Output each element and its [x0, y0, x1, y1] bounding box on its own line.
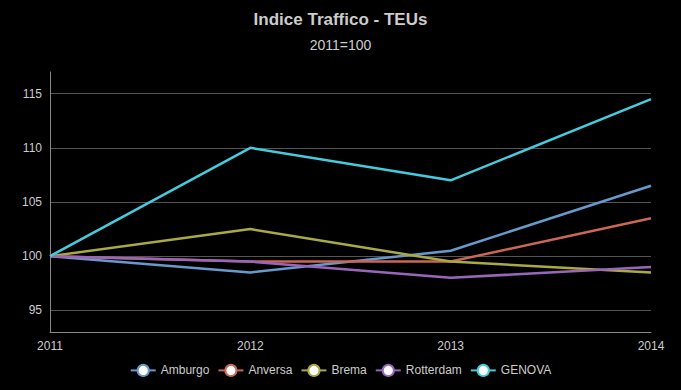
svg-text:Amburgo: Amburgo	[161, 363, 210, 377]
svg-text:100: 100	[22, 249, 42, 263]
svg-text:Brema: Brema	[331, 363, 367, 377]
svg-text:GENOVA: GENOVA	[501, 363, 551, 377]
svg-text:95: 95	[29, 303, 43, 317]
svg-text:2012: 2012	[237, 339, 264, 353]
svg-text:115: 115	[23, 87, 42, 101]
svg-text:2014: 2014	[638, 339, 665, 353]
svg-text:110: 110	[23, 141, 42, 155]
svg-text:Rotterdam: Rotterdam	[406, 363, 462, 377]
svg-text:Anversa: Anversa	[248, 363, 292, 377]
svg-text:105: 105	[22, 195, 42, 209]
svg-text:2013: 2013	[437, 339, 464, 353]
svg-text:2011=100: 2011=100	[310, 37, 372, 53]
svg-text:Indice Traffico - TEUs: Indice Traffico - TEUs	[254, 10, 428, 29]
svg-text:2011: 2011	[37, 339, 63, 353]
